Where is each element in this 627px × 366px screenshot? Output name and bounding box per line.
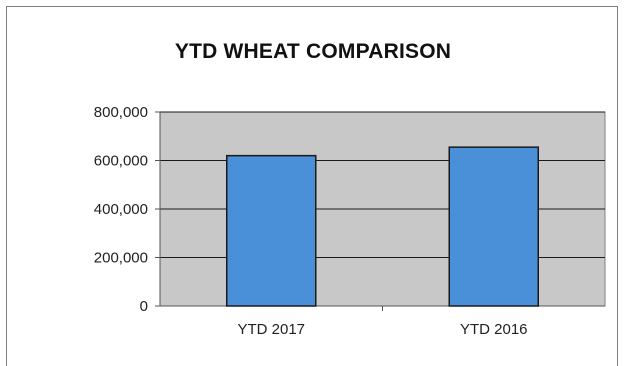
y-tick-label: 400,000 [94,201,148,218]
bar [448,146,539,307]
y-tick-label: 600,000 [94,153,148,170]
y-tick-label: 800,000 [94,104,148,121]
chart-title: YTD WHEAT COMPARISON [174,40,452,63]
bar [226,154,317,307]
x-category-label: YTD 2016 [460,321,528,338]
y-tick-label: 200,000 [94,250,148,267]
y-tick-label: 0 [140,298,148,315]
x-category-label: YTD 2017 [237,321,305,338]
